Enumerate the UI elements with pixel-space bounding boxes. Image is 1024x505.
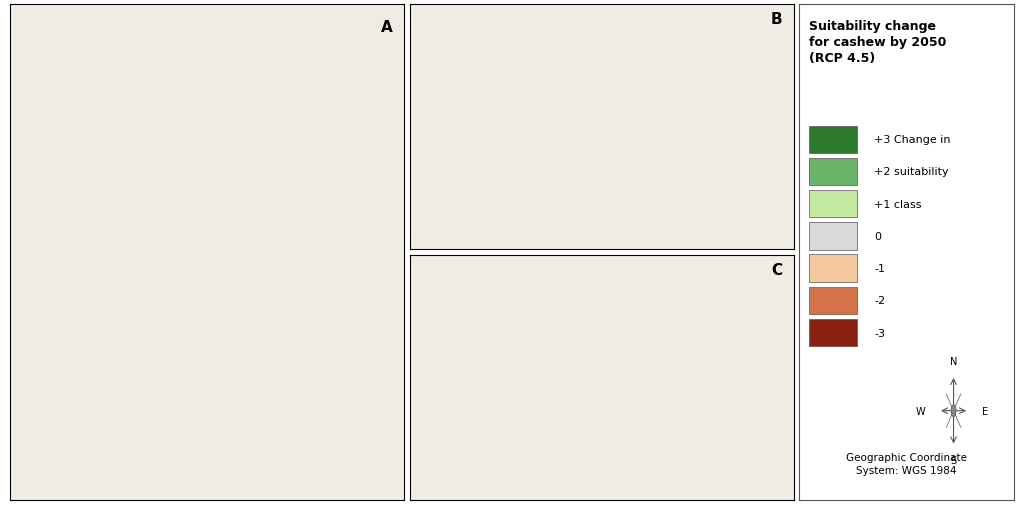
Bar [809,223,857,250]
Text: Geographic Coordinate
System: WGS 1984: Geographic Coordinate System: WGS 1984 [846,452,967,475]
Text: B: B [770,13,782,27]
Text: Suitability change
for cashew by 2050
(RCP 4.5): Suitability change for cashew by 2050 (R… [809,20,947,65]
Bar [809,255,857,282]
Bar [809,159,857,186]
Text: -1: -1 [874,264,885,274]
Bar [809,126,857,154]
Text: 0: 0 [874,231,881,241]
Text: A: A [381,20,392,35]
Bar [809,319,857,346]
Text: C: C [771,263,782,277]
Text: -2: -2 [874,296,885,306]
Text: W: W [916,406,926,416]
Text: -3: -3 [874,328,885,338]
Text: E: E [981,406,987,416]
Text: N: N [950,357,957,366]
Text: +3 Change in: +3 Change in [874,135,950,145]
Text: +2 suitability: +2 suitability [874,167,948,177]
Text: S: S [950,456,956,466]
Bar [809,190,857,218]
Text: +1 class: +1 class [874,199,922,209]
Circle shape [951,405,956,417]
Bar [809,287,857,314]
